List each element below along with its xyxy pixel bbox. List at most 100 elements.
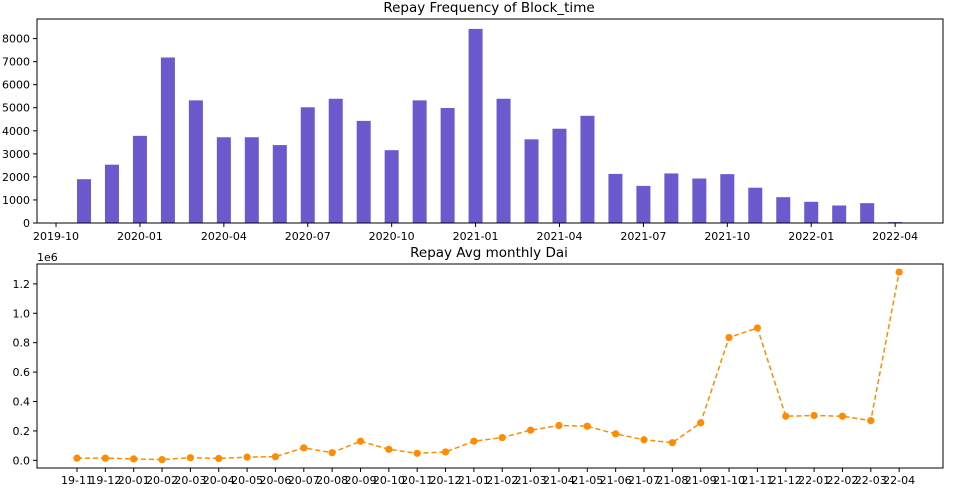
x-tick-label: 2021-01 bbox=[453, 230, 499, 243]
x-tick-label: 19-11 bbox=[61, 474, 93, 487]
y-tick-label: 3000 bbox=[2, 148, 30, 161]
bar bbox=[356, 120, 371, 223]
y-tick-label: 0.8 bbox=[13, 337, 31, 350]
data-point bbox=[101, 454, 109, 462]
y-tick-label: 0.2 bbox=[13, 425, 31, 438]
bar bbox=[580, 115, 595, 223]
data-point bbox=[441, 448, 450, 456]
x-tick-label: 2021-10 bbox=[704, 230, 750, 243]
bar bbox=[468, 28, 483, 223]
x-tick-label: 21-06 bbox=[600, 474, 632, 487]
bar bbox=[860, 203, 875, 223]
y-axis: 0.0 0.2 0.4 0.6 0.8 1.0 1.2 bbox=[13, 278, 37, 467]
x-tick-label: 20-06 bbox=[259, 474, 291, 487]
x-tick-label: 20-12 bbox=[430, 474, 462, 487]
x-tick-label: 2021-04 bbox=[537, 230, 583, 243]
data-point bbox=[640, 436, 648, 444]
x-tick-label: 22-01 bbox=[798, 474, 830, 487]
data-point bbox=[356, 437, 365, 445]
x-tick-label: 22-04 bbox=[883, 474, 915, 487]
x-tick-label: 21-01 bbox=[458, 474, 490, 487]
y-tick-label: 1.2 bbox=[13, 278, 31, 291]
data-point bbox=[810, 411, 818, 420]
data-point bbox=[555, 421, 563, 430]
series-line bbox=[77, 271, 900, 461]
line-series bbox=[73, 268, 903, 464]
y-tick-label: 5000 bbox=[2, 102, 30, 115]
x-tick-label: 22-02 bbox=[826, 474, 858, 487]
data-point bbox=[867, 417, 875, 425]
x-tick-label: 20-10 bbox=[373, 474, 405, 487]
x-tick-label: 21-07 bbox=[628, 474, 660, 487]
x-tick-label: 21-05 bbox=[571, 474, 603, 487]
y-axis: 0 1000 2000 3000 4000 5000 6000 7000 8000 bbox=[2, 33, 37, 230]
bar bbox=[664, 173, 679, 223]
x-tick-label: 20-03 bbox=[174, 474, 206, 487]
data-point bbox=[527, 426, 535, 434]
data-point bbox=[158, 456, 166, 464]
data-point bbox=[413, 449, 421, 457]
y-tick-label: 6000 bbox=[2, 79, 30, 92]
data-point bbox=[243, 453, 251, 461]
x-tick-label: 2021-07 bbox=[620, 230, 666, 243]
bar bbox=[300, 107, 315, 223]
x-tick-label: 20-07 bbox=[288, 474, 320, 487]
data-point bbox=[838, 412, 847, 420]
x-tick-label: 21-11 bbox=[741, 474, 773, 487]
x-tick-label: 22-03 bbox=[855, 474, 887, 487]
y-tick-label: 1000 bbox=[2, 194, 30, 207]
scale-label: 1e6 bbox=[37, 251, 58, 264]
bar bbox=[608, 173, 623, 223]
data-point bbox=[697, 419, 705, 427]
plot-frame bbox=[36, 18, 944, 224]
x-tick-label: 21-12 bbox=[770, 474, 802, 487]
x-axis: 19-1119-1220-0120-0220-0320-0420-0520-06… bbox=[61, 468, 915, 487]
bar bbox=[412, 100, 427, 223]
x-tick-label: 21-02 bbox=[486, 474, 518, 487]
x-tick-label: 21-04 bbox=[543, 474, 575, 487]
x-tick-label: 2020-01 bbox=[117, 230, 163, 243]
y-tick-label: 0.0 bbox=[13, 454, 31, 467]
bar bbox=[804, 201, 819, 223]
data-point bbox=[328, 449, 336, 457]
x-tick-label: 20-11 bbox=[401, 474, 433, 487]
x-tick-label: 19-12 bbox=[89, 474, 121, 487]
x-tick-label: 21-08 bbox=[656, 474, 688, 487]
x-tick-label: 2022-01 bbox=[788, 230, 834, 243]
data-point bbox=[498, 433, 506, 442]
y-tick-label: 7000 bbox=[2, 56, 30, 69]
bar bbox=[636, 185, 651, 223]
bar bbox=[77, 179, 91, 223]
y-tick-label: 1.0 bbox=[13, 307, 31, 320]
data-point bbox=[385, 445, 393, 453]
x-tick-label: 2019-10 bbox=[33, 230, 79, 243]
bar bbox=[216, 137, 231, 223]
x-tick-label: 21-09 bbox=[685, 474, 717, 487]
x-tick-label: 2020-07 bbox=[285, 230, 331, 243]
x-tick-label: 20-01 bbox=[118, 474, 150, 487]
frequency-bar-chart: Repay Frequency of Block_time 0 1000 2000 3… bbox=[2, 0, 944, 243]
x-tick-label: 2020-10 bbox=[369, 230, 415, 243]
data-point bbox=[782, 412, 790, 420]
bar bbox=[440, 107, 455, 223]
y-tick-label: 0.4 bbox=[13, 396, 31, 409]
x-tick-label: 21-03 bbox=[515, 474, 547, 487]
bar bbox=[132, 135, 147, 223]
x-tick-label: 20-09 bbox=[345, 474, 377, 487]
y-tick-label: 2000 bbox=[2, 171, 30, 184]
data-point bbox=[300, 444, 308, 452]
bar bbox=[552, 128, 567, 223]
bar bbox=[104, 164, 119, 223]
avg-dai-line-chart: Repay Avg monthly Dai 1e6 0.00.20.40.60.… bbox=[13, 245, 944, 487]
bar bbox=[692, 178, 707, 223]
chart-title: Repay Frequency of Block_time bbox=[383, 0, 594, 16]
x-tick-label: 2022-04 bbox=[872, 230, 918, 243]
chart-title: Repay Avg monthly Dai bbox=[410, 245, 568, 261]
data-point bbox=[186, 454, 194, 462]
data-point bbox=[753, 324, 762, 332]
x-tick-label: 20-02 bbox=[146, 474, 178, 487]
bar bbox=[748, 187, 763, 223]
x-axis: 2019-10 2020-01 2020-04 2020-07 2020-10 2021-… bbox=[33, 223, 918, 243]
bar bbox=[776, 197, 791, 223]
data-point bbox=[725, 333, 733, 342]
